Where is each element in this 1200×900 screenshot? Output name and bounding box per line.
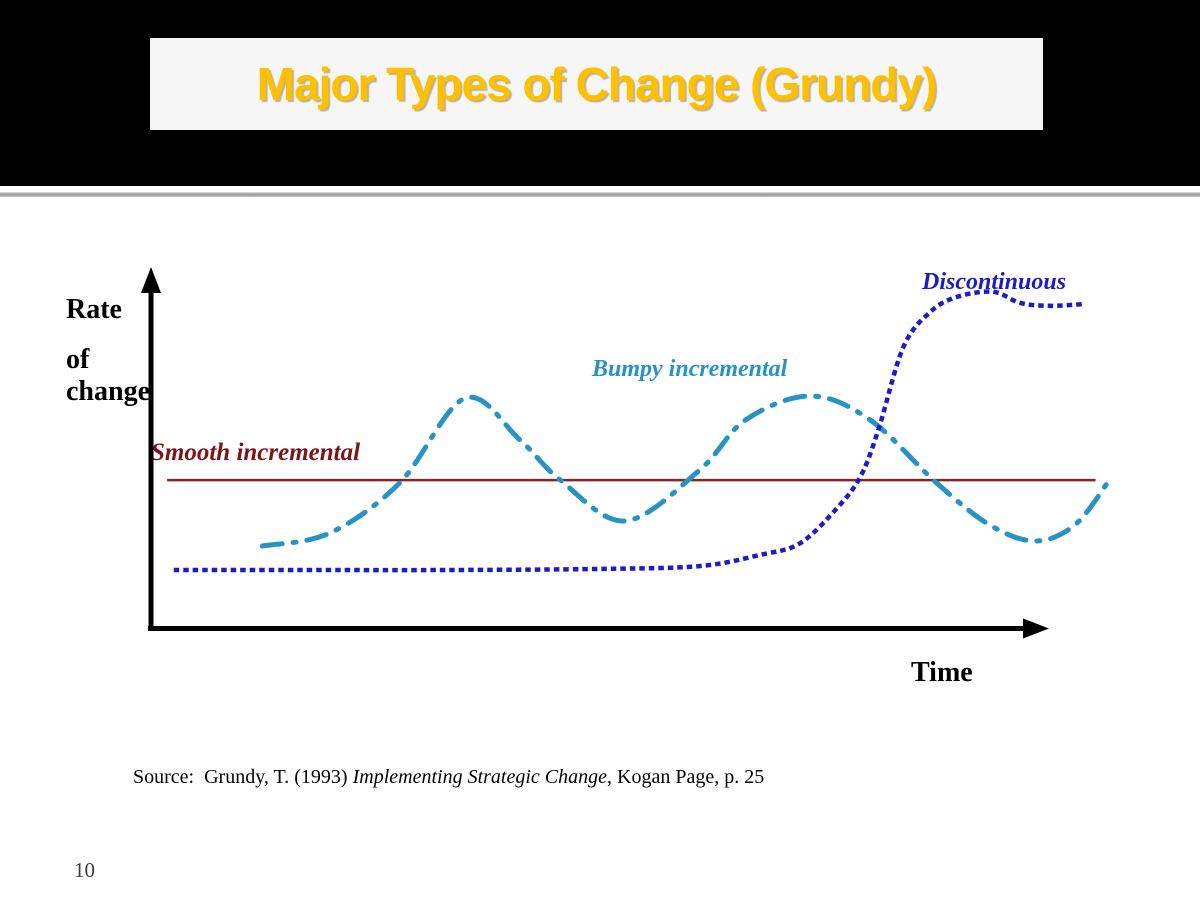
x-axis-arrowhead-icon [1023, 618, 1049, 639]
y-axis-arrowhead-icon [141, 267, 161, 293]
source-book-title: Implementing Strategic Change [352, 766, 607, 788]
y-axis-label-line1: Rate [66, 294, 122, 325]
source-prefix: Source: Grundy, T. (1993) [133, 766, 353, 788]
series-discontinuous [173, 289, 1088, 573]
header-band: Major Types of Change (Grundy) [0, 0, 1200, 186]
y-axis-label-line2: of [66, 344, 90, 375]
source-suffix: , Kogan Page, p. 25 [607, 766, 765, 788]
source-citation: Source: Grundy, T. (1993) Implementing S… [133, 766, 764, 789]
page-title: Major Types of Change (Grundy) [256, 58, 938, 110]
bumpy-incremental-label: Bumpy incremental [592, 356, 788, 382]
series-group [167, 289, 1111, 573]
page-number: 10 [74, 858, 95, 882]
smooth-incremental-label: Smooth incremental [151, 439, 361, 466]
x-axis-label: Time [911, 657, 973, 688]
y-axis-label-line3: change [66, 376, 150, 407]
title-box: Major Types of Change (Grundy) [150, 38, 1043, 130]
header-divider [0, 192, 1200, 197]
axes [141, 267, 1049, 639]
series-bumpy-incremental [259, 393, 1111, 549]
